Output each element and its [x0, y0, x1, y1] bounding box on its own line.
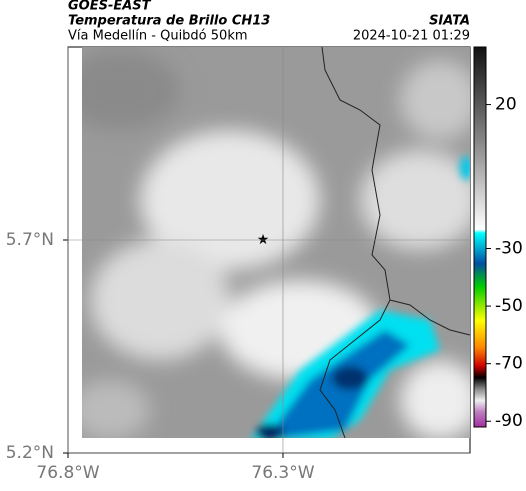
- colorbar-tick-label: -30: [495, 239, 523, 259]
- lat-tick-label: 5.7°N: [6, 230, 54, 250]
- satellite-image: [82, 47, 470, 438]
- lon-tick-label: 76.8°W: [36, 463, 99, 483]
- colorbar: [473, 46, 487, 428]
- org: SIATA: [429, 14, 470, 29]
- lon-tick-label: 76.3°W: [251, 463, 314, 483]
- colorbar-tick-label: -70: [495, 354, 523, 374]
- source: GOES-EAST: [68, 0, 152, 14]
- colorbar-tick-label: -90: [495, 411, 523, 431]
- datetime: 2024-10-21 01:29: [353, 29, 470, 44]
- lat-tick-label: 5.2°N: [6, 443, 54, 463]
- colorbar-tick-label: 20: [495, 95, 517, 115]
- title: Temperatura de Brillo CH13: [68, 14, 270, 29]
- colorbar-tick-label: -50: [495, 296, 523, 316]
- subtitle: Vía Medellín - Quibdó 50km: [68, 29, 248, 44]
